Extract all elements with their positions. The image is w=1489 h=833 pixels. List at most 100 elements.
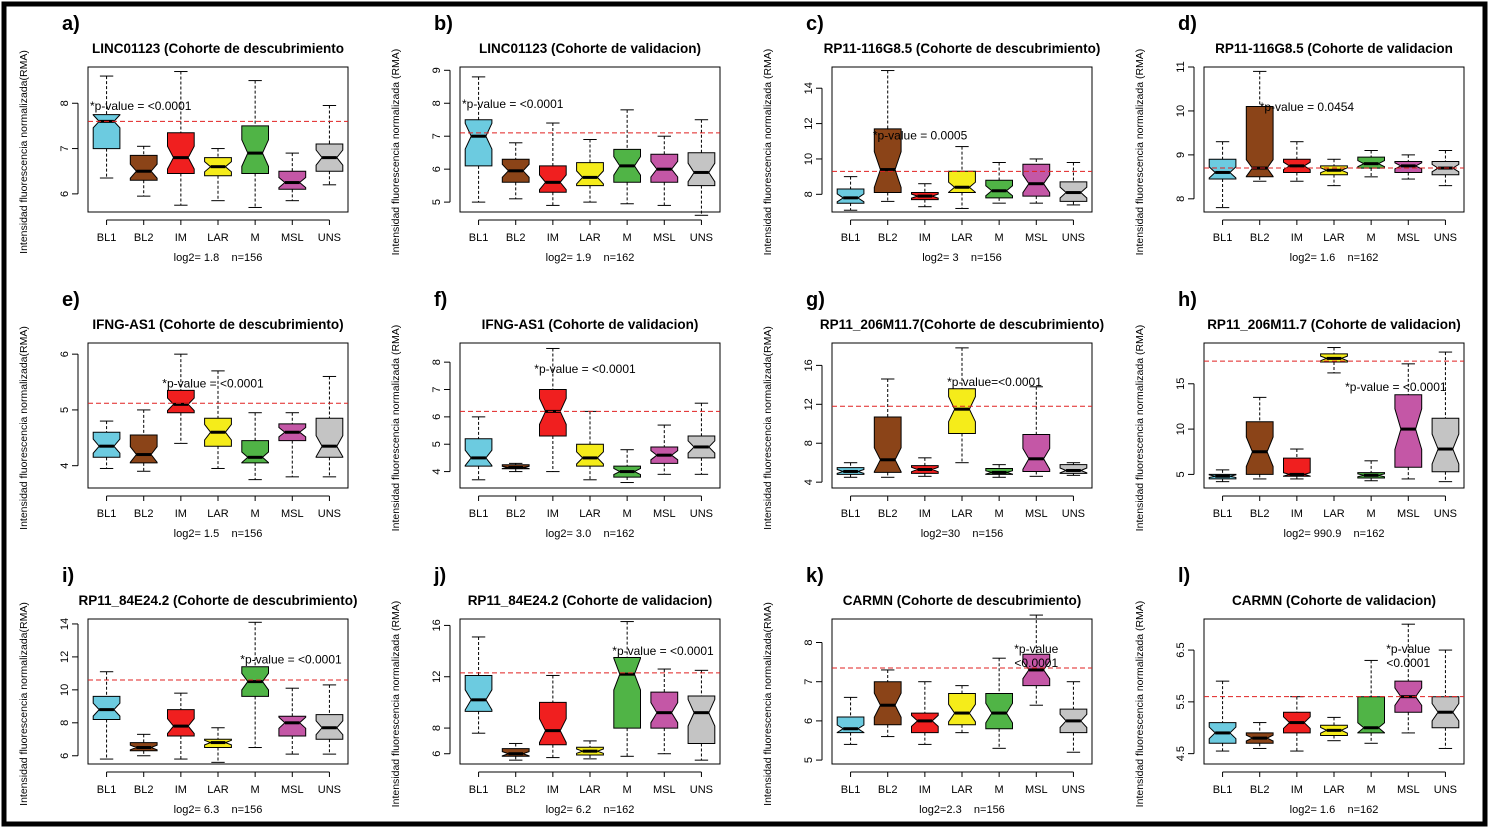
y-tick-label: 14 [59, 618, 71, 630]
x-tick-label: LAR [951, 232, 972, 244]
box-bl2 [873, 669, 902, 738]
box-uns [1059, 161, 1088, 206]
x-tick-label: M [251, 784, 260, 796]
box-body [1208, 158, 1237, 180]
y-axis-label: Intensidad fluorescencia normalizada(RMA… [762, 602, 774, 806]
box-uns [687, 669, 716, 761]
box-body [241, 440, 269, 464]
box-body [948, 388, 976, 434]
y-axis-label: Intensidad fluorescencia normalizada (RM… [762, 49, 774, 256]
x-tick-label: M [251, 508, 260, 520]
box-im [167, 353, 195, 444]
x-tick-label: BL1 [841, 508, 861, 520]
box-m [1357, 149, 1385, 178]
box-im [911, 681, 939, 745]
box-body [1022, 163, 1051, 197]
box-body [129, 434, 158, 464]
y-axis-label: Intensidad fluorescencia normalizada (RM… [1134, 601, 1146, 808]
x-tick-label: MSL [281, 784, 304, 796]
p-value-annotation: *p-value = 0.0005 [873, 129, 968, 143]
x-tick-label: M [251, 232, 260, 244]
y-tick-label: 8 [1175, 196, 1187, 202]
box-body [873, 128, 902, 193]
box-msl [1022, 614, 1051, 706]
box-lar [576, 410, 604, 481]
panel-footer: log2= 1.5 n=156 [174, 528, 263, 540]
box-body [873, 681, 902, 726]
x-tick-label: MSL [653, 784, 676, 796]
box-m [613, 449, 641, 484]
x-tick-label: BL2 [506, 784, 526, 796]
box-bl1 [464, 76, 493, 203]
box-body [576, 443, 604, 467]
x-tick-label: LAR [1323, 232, 1344, 244]
x-tick-label: IM [919, 232, 931, 244]
x-tick-label: LAR [951, 508, 972, 520]
panel-b: b) LINC01123 (Cohorte de validacion) Inten… [390, 13, 721, 264]
panel-title: CARMN (Cohorte de descubrimiento) [843, 593, 1082, 608]
panel-title: RP11-116G8.5 (Cohorte de validacion [1215, 41, 1453, 56]
panel-footer: log2= 3 n=156 [922, 252, 1002, 264]
y-tick-label: 6.5 [1175, 642, 1187, 657]
box-bl1 [1208, 141, 1237, 209]
box-body [836, 188, 865, 204]
panel-letter: l) [1178, 565, 1190, 587]
x-tick-label: MSL [281, 508, 304, 520]
x-tick-label: UNS [318, 508, 341, 520]
x-tick-label: MSL [653, 232, 676, 244]
y-axis-label: Intensidad fluorescencia normalizada (RM… [390, 325, 402, 532]
y-tick-label: 12 [59, 651, 71, 663]
x-tick-label: BL1 [97, 784, 117, 796]
y-axis-label: Intensidad fluorescencia normalizada(RMA… [18, 602, 30, 806]
panel-footer: log2= 6.2 n=162 [546, 804, 635, 816]
x-tick-label: MSL [281, 232, 304, 244]
p-value-annotation: *p-value = <0.0001 [90, 99, 192, 113]
box-uns [687, 402, 716, 475]
box-msl [1394, 623, 1423, 734]
x-tick-label: BL2 [134, 508, 154, 520]
box-lar [204, 727, 232, 763]
panel-k: k) CARMN (Cohorte de descubrimiento) Inten… [762, 565, 1093, 816]
box-uns [315, 684, 344, 755]
box-body [315, 417, 344, 458]
y-tick-label: 8 [59, 720, 71, 726]
x-tick-label: BL1 [1213, 784, 1233, 796]
y-tick-label: 4 [59, 463, 71, 469]
plot-area [831, 66, 1093, 213]
box-m [241, 412, 269, 481]
panel-letter: k) [806, 565, 824, 587]
panel-footer: log2= 1.6 n=162 [1290, 252, 1379, 264]
box-im [167, 71, 195, 206]
box-bl1 [1208, 680, 1237, 752]
panel-letter: b) [434, 13, 453, 35]
box-lar [1320, 716, 1348, 742]
box-msl [278, 687, 307, 755]
x-tick-label: UNS [690, 784, 713, 796]
box-msl [1022, 386, 1051, 477]
y-tick-label: 4.5 [1175, 746, 1187, 761]
x-tick-label: BL2 [1250, 508, 1270, 520]
panel-title: IFNG-AS1 (Cohorte de validacion) [482, 317, 699, 332]
x-tick-label: IM [175, 232, 187, 244]
panel-title: RP11-116G8.5 (Cohorte de descubrimiento) [824, 41, 1101, 56]
x-tick-label: IM [547, 784, 559, 796]
y-axis-label: Intensidad fluorescencia normalizada(RMA… [762, 326, 774, 530]
panel-c: c)RP11-116G8.5 (Cohorte de descubrimient… [762, 13, 1100, 264]
x-tick-label: BL1 [469, 232, 489, 244]
x-tick-label: UNS [1434, 232, 1457, 244]
y-tick-label: 6 [431, 414, 443, 420]
panel-footer: log2= 1.9 n=162 [546, 252, 635, 264]
x-tick-label: BL1 [97, 508, 117, 520]
panel-footer: log2= 3.0 n=162 [546, 528, 635, 540]
y-axis-label: Intensidad fluorescencia normalizada (RM… [390, 601, 402, 808]
box-body [836, 716, 865, 734]
x-tick-label: BL1 [841, 232, 861, 244]
panel-title: LINC01123 (Cohorte de validacion) [479, 41, 701, 56]
box-im [539, 122, 567, 206]
x-tick-label: LAR [207, 232, 228, 244]
box-uns [687, 119, 716, 216]
panel-title: LINC01123 (Cohorte de descubrimiento [92, 41, 344, 56]
p-value-annotation: *p-value=<0.0001 [947, 375, 1042, 389]
y-axis-label: Intensidad fluorescencia normalizada (RM… [1134, 325, 1146, 532]
x-tick-label: UNS [318, 232, 341, 244]
